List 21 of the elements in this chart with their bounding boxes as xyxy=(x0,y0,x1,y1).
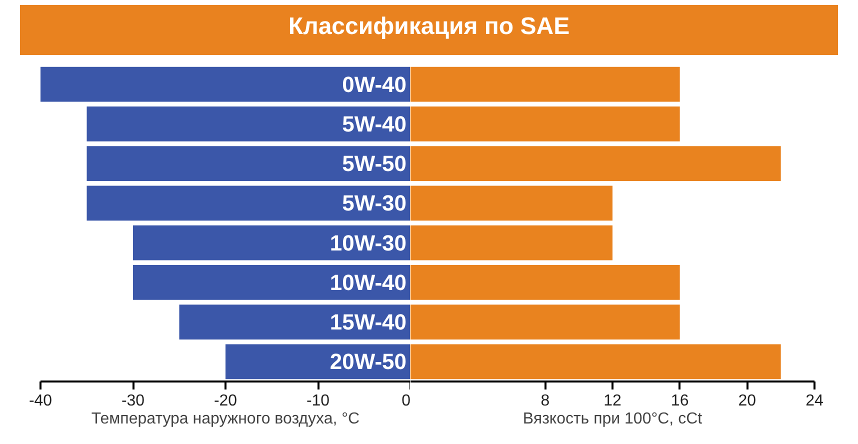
y-tick-label: 20W-50 xyxy=(330,349,406,374)
x-tick-label: 20 xyxy=(738,392,756,410)
chart-title: Классификация по SAE xyxy=(288,12,570,42)
x-tick-label: 0 xyxy=(402,392,411,410)
y-tick-label: 10W-30 xyxy=(330,230,406,256)
x-tick-label: 8 xyxy=(540,392,550,410)
y-tick-label: 5W-40 xyxy=(342,111,407,136)
x-tick-label: 12 xyxy=(604,392,622,410)
x-tick-label: -30 xyxy=(121,392,145,410)
x-tick-label: 24 xyxy=(806,392,824,410)
y-tick-label: 10W-40 xyxy=(330,270,406,295)
y-tick-label: 15W-40 xyxy=(330,310,406,335)
y-tick-label: 0W-40 xyxy=(342,72,407,97)
x-axis-title: Температура наружного воздуха, °C xyxy=(91,410,360,428)
x-axis-title: Вязкость при 100°C, cCt xyxy=(522,410,703,428)
y-tick-label: 5W-50 xyxy=(342,151,407,176)
x-tick-label: -20 xyxy=(214,392,238,410)
x-tick-label: -10 xyxy=(306,392,330,410)
y-tick-label: 5W-30 xyxy=(342,190,407,216)
x-tick-label: -40 xyxy=(28,392,52,410)
x-tick-label: 16 xyxy=(670,392,689,410)
